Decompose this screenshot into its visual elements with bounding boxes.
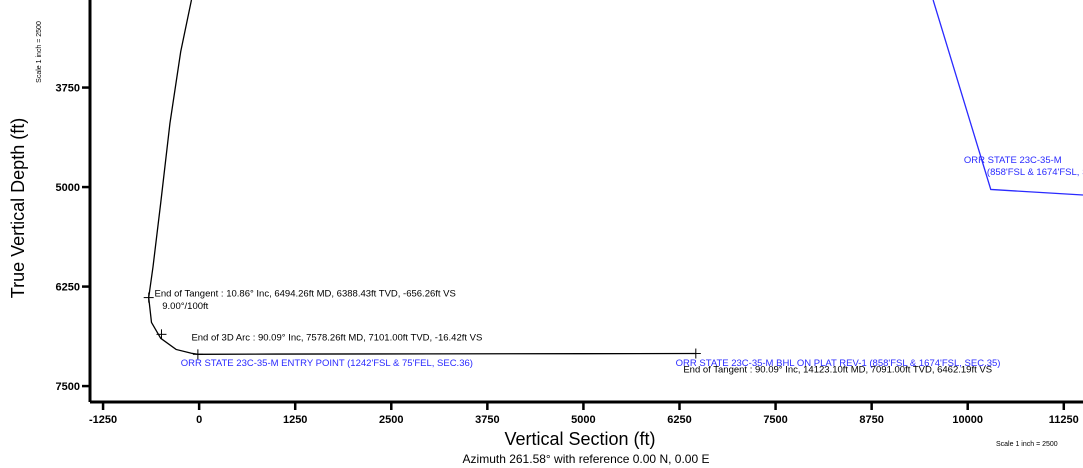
annotation-label: ORR STATE 23C-35-M BHL ON PLAT REV-1 (85… <box>676 358 1001 369</box>
axes: -1250 0 1250 2500 3750 5000 6250 7500 8750 10000 1… <box>56 0 1083 426</box>
station-marker <box>690 348 701 359</box>
y-tick-label: 7500 <box>56 381 80 393</box>
x-tick-label: 10000 <box>952 414 983 426</box>
x-tick-label: 6250 <box>667 414 691 426</box>
y-scale-label: Scale 1 inch = 2500 <box>36 21 43 83</box>
x-tick-label: 2500 <box>379 414 403 426</box>
y-tick-label: 6250 <box>56 282 80 294</box>
y-tick-label: 5000 <box>56 182 80 194</box>
x-tick-label: 0 <box>196 414 202 426</box>
x-tick-label: 1250 <box>283 414 307 426</box>
target-polygon-line <box>932 0 1083 196</box>
annotation-label: End of Tangent : 90.09° Inc, 14123.10ft … <box>683 365 992 376</box>
y-ticks: 3750 5000 6250 7500 <box>56 83 90 393</box>
x-tick-label: 11250 <box>1049 414 1079 426</box>
plot-area: End of Tangent : 10.86° Inc, 6494.26ft M… <box>143 0 1083 376</box>
annotation-label: End of 3D Arc : 90.09° Inc, 7578.26ft MD… <box>191 332 482 343</box>
annotation-label: ORR STATE 23C-35-M ENTRY POINT (1242'FSL… <box>181 358 473 369</box>
x-ticks: -1250 0 1250 2500 3750 5000 6250 7500 8750 10000 1… <box>89 402 1079 426</box>
x-tick-label: -1250 <box>89 414 117 426</box>
wellpath-line <box>148 0 696 355</box>
station-marker <box>192 349 203 360</box>
annotations: End of Tangent : 10.86° Inc, 6494.26ft M… <box>155 155 1083 375</box>
y-tick-label: 3750 <box>56 83 80 95</box>
annotation-label: End of Tangent : 10.86° Inc, 6494.26ft M… <box>155 289 456 300</box>
annotation-label: (858'FSL & 1674'FSL, SEC.35) <box>987 167 1083 178</box>
x-tick-label: 7500 <box>763 414 787 426</box>
x-axis-title: Vertical Section (ft) <box>504 429 655 449</box>
station-marker <box>156 329 167 340</box>
station-markers <box>143 292 701 360</box>
y-axis-title: True Vertical Depth (ft) <box>8 118 28 298</box>
x-tick-label: 3750 <box>475 414 499 426</box>
x-tick-label: 5000 <box>571 414 595 426</box>
station-marker <box>143 292 154 303</box>
x-tick-label: 8750 <box>859 414 883 426</box>
azimuth-subtitle: Azimuth 261.58° with reference 0.00 N, 0… <box>463 452 710 466</box>
annotation-label: ORR STATE 23C-35-M <box>964 155 1062 166</box>
x-scale-label: Scale 1 inch = 2500 <box>996 441 1058 448</box>
annotation-label: 9.00°/100ft <box>162 301 208 312</box>
